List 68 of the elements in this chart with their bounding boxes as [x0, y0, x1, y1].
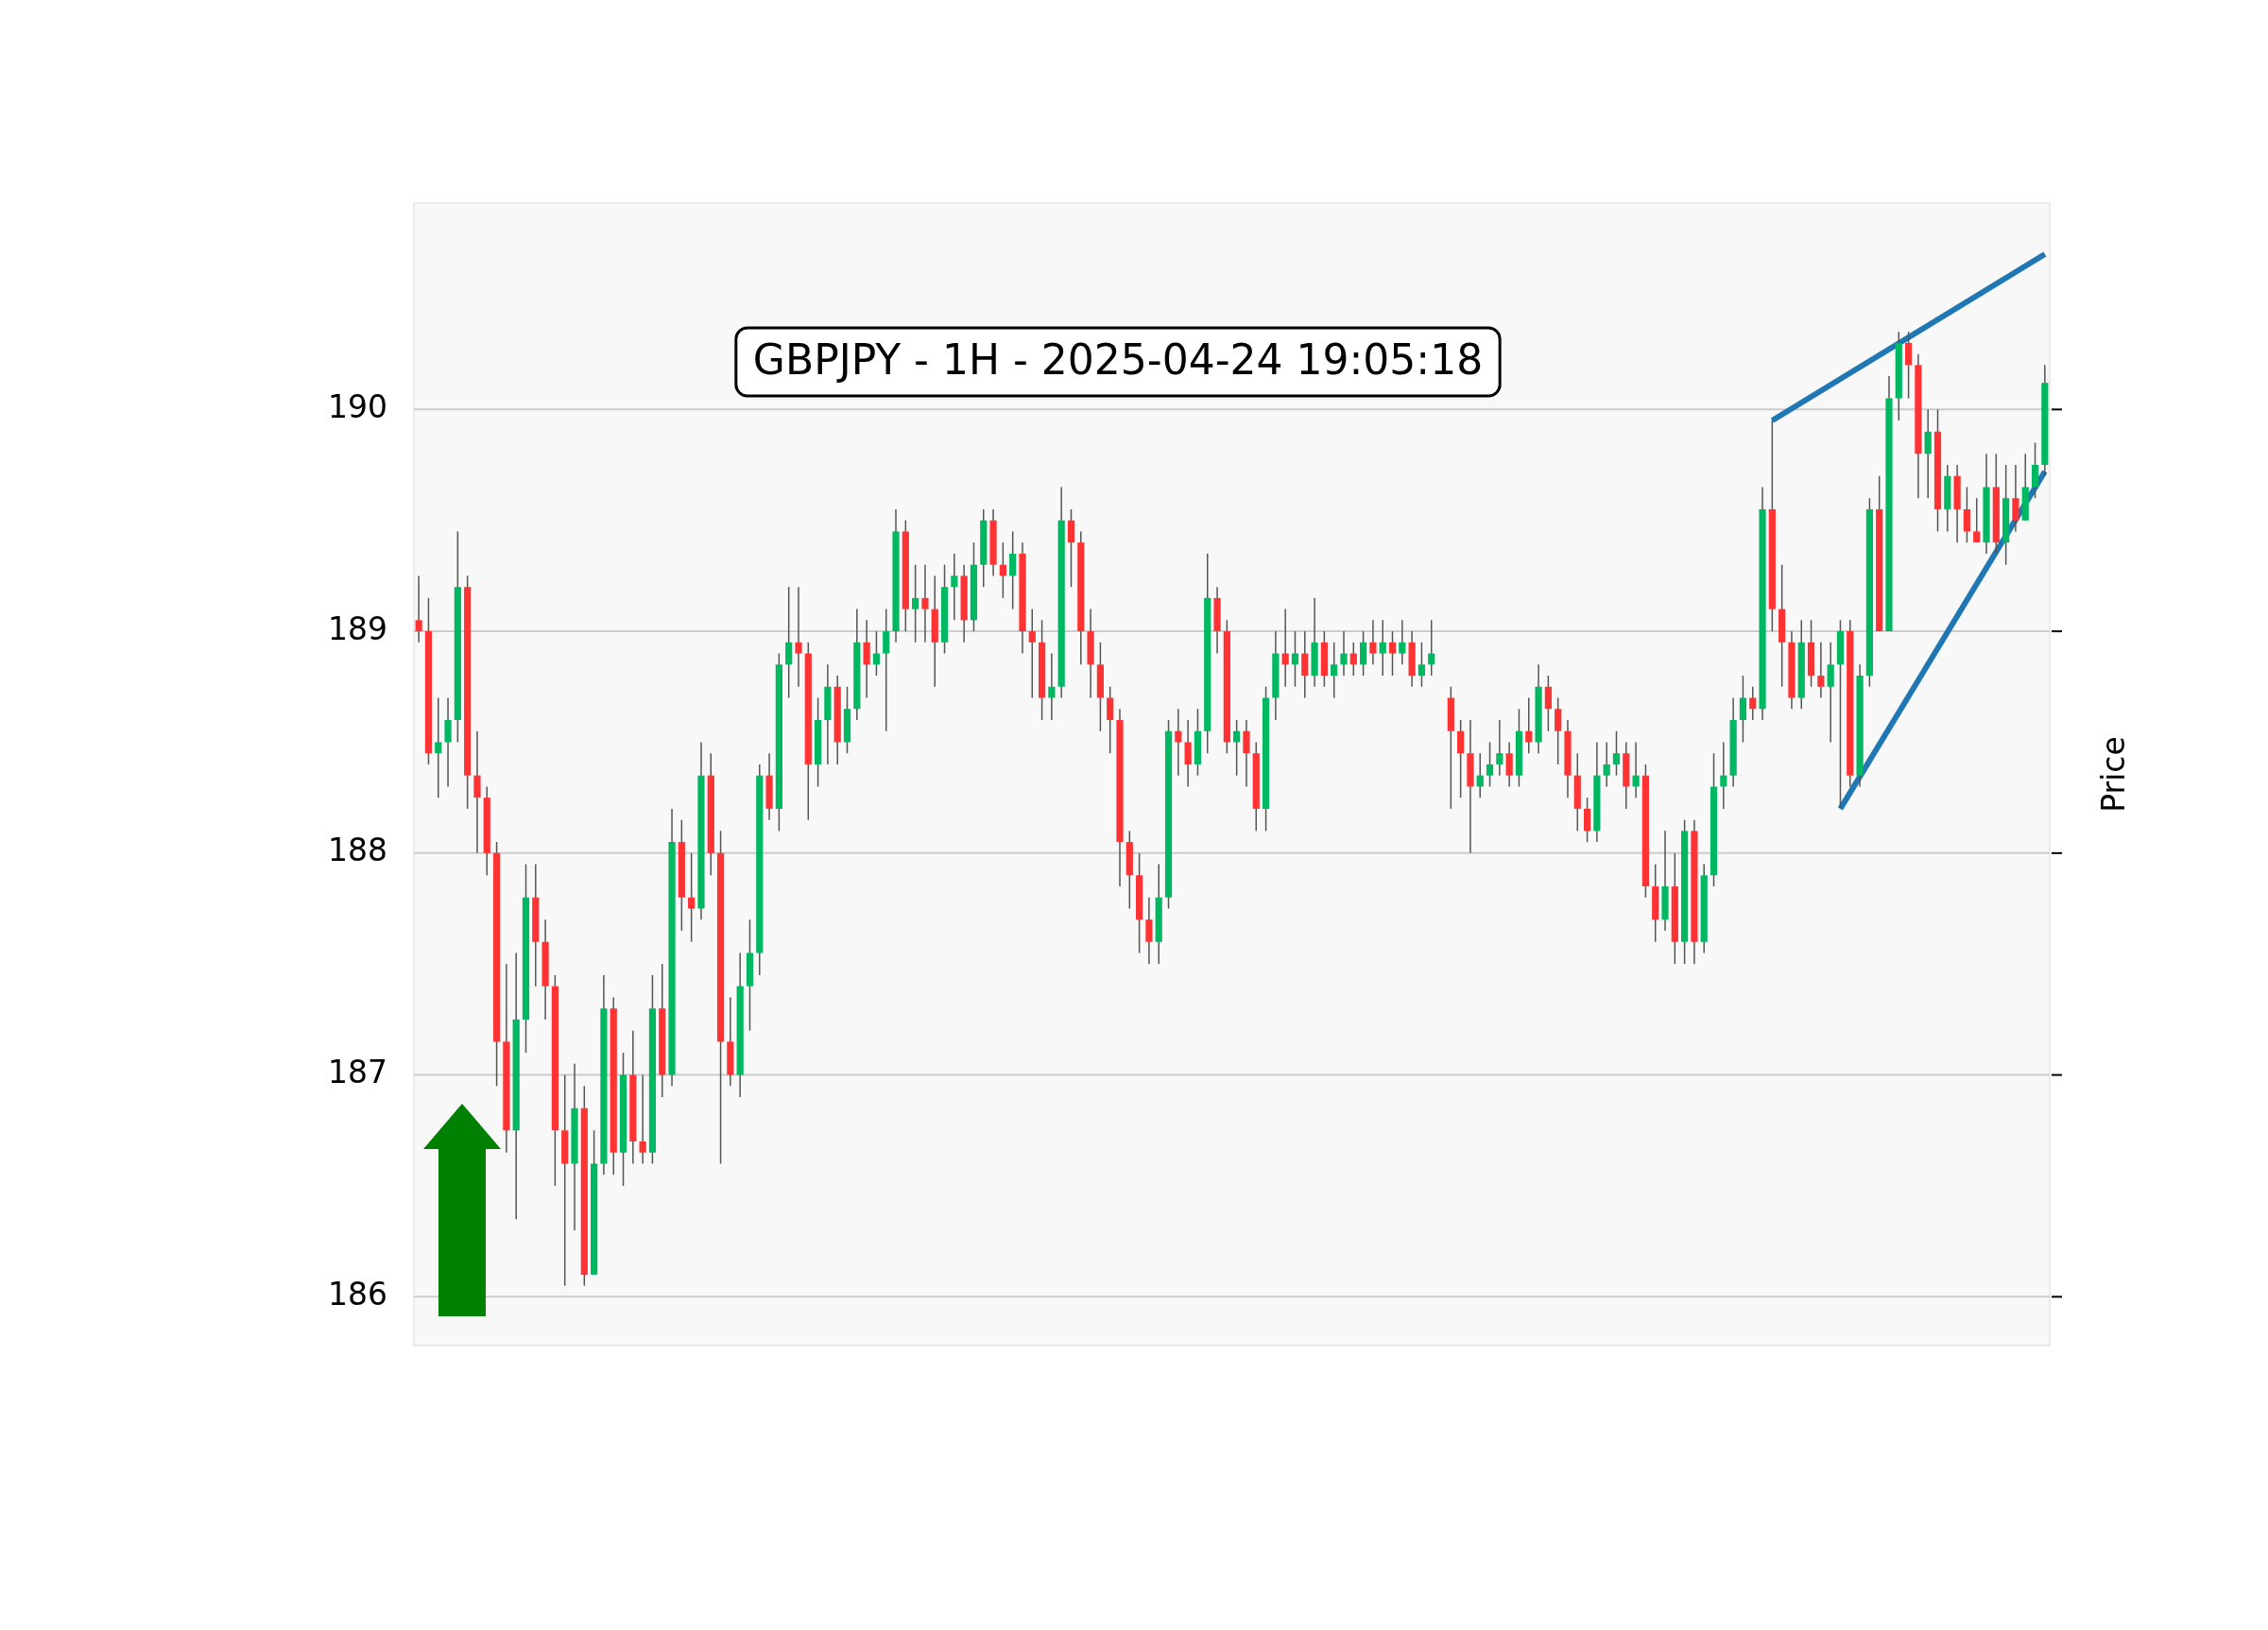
candlestick	[1379, 619, 1386, 677]
candlestick	[1544, 675, 1552, 732]
candlestick	[1233, 719, 1241, 777]
candlestick	[1924, 408, 1932, 499]
candlestick	[688, 852, 696, 943]
text: GBPJPY - 1H - 2025-04-24 19:05:18	[752, 335, 1484, 385]
candlestick	[415, 575, 422, 643]
candlestick	[2012, 464, 2019, 533]
candlestick	[1476, 752, 1484, 798]
candlestick	[444, 696, 452, 788]
candlestick	[1457, 719, 1465, 798]
candlestick	[1817, 642, 1825, 699]
candlestick	[795, 586, 802, 688]
candlestick	[863, 619, 870, 699]
candlestick	[1486, 741, 1494, 788]
candlestick	[921, 563, 929, 643]
candlestick	[1632, 741, 1640, 798]
candlestick	[1555, 696, 1562, 765]
candlestick	[1028, 608, 1036, 699]
candlestick	[1281, 608, 1289, 688]
candlestick	[1428, 619, 1435, 677]
candlestick	[1388, 630, 1397, 677]
candlestick	[1603, 741, 1610, 788]
candlestick	[1349, 642, 1357, 677]
candlestick	[1505, 741, 1513, 788]
candlestick	[999, 541, 1006, 599]
candlestick	[1399, 619, 1406, 666]
candlestick	[1904, 331, 1913, 400]
y-tick-label: 190	[328, 387, 387, 425]
candlestick	[883, 608, 890, 732]
candlestick	[912, 563, 919, 643]
candlestick	[1496, 719, 1503, 777]
candlestick	[1301, 630, 1309, 699]
candlestick	[1359, 630, 1367, 677]
candlestick	[1107, 686, 1114, 754]
candlestick	[1525, 696, 1533, 754]
y-axis-title: Price	[2094, 736, 2132, 813]
candlestick	[1291, 630, 1299, 688]
y-tick-label: 188	[328, 832, 387, 869]
candlestick	[1749, 686, 1757, 721]
y-tick-label: 187	[328, 1054, 387, 1091]
candlestick	[1720, 741, 1727, 810]
candlestick	[1963, 486, 1971, 543]
candlestick	[1973, 497, 1981, 543]
candlestick	[1009, 530, 1017, 610]
candlestick	[1612, 729, 1621, 777]
y-tick-label: 189	[328, 609, 387, 647]
candlestick	[1418, 642, 1426, 688]
candlestick	[639, 1073, 646, 1165]
candlestick	[872, 630, 881, 677]
candlestick	[1827, 642, 1834, 744]
candlestick	[1145, 897, 1153, 965]
candlestick	[1184, 719, 1192, 788]
candlestick	[785, 586, 793, 699]
candlestick	[1243, 719, 1250, 788]
y-tick-label: 186	[328, 1275, 387, 1313]
candlestick	[951, 553, 958, 622]
candlestick	[1175, 708, 1182, 777]
candlestick	[1067, 508, 1075, 588]
candlestick	[1340, 630, 1348, 677]
candlestick	[1331, 642, 1338, 699]
candlestick	[435, 696, 442, 798]
candlestick	[1048, 652, 1056, 721]
candlestick	[1369, 619, 1377, 666]
candlestick	[2031, 441, 2039, 499]
candlestick	[1739, 675, 1747, 744]
candlestick	[1583, 797, 1591, 843]
candlestick	[473, 729, 481, 854]
